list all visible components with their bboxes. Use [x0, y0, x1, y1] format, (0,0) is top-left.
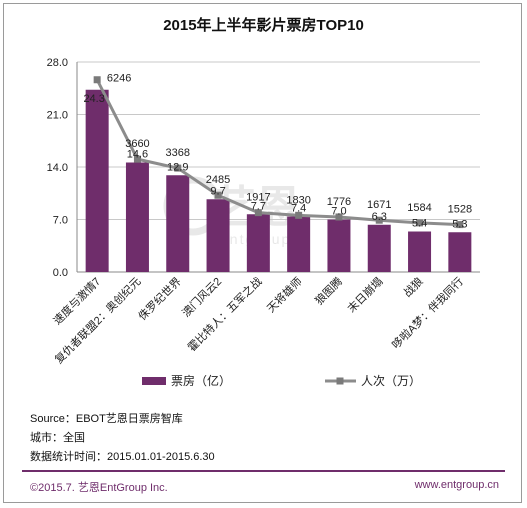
line-value-label: 1776: [327, 196, 351, 208]
series-line: [95, 79, 460, 227]
line-value-label: 1528: [448, 204, 472, 216]
line-point: [375, 216, 383, 224]
line-value-label: 1671: [367, 199, 391, 211]
bar-value-label: 5.3: [452, 218, 467, 230]
bar-value-label: 6.3: [372, 211, 387, 223]
line-value-label: 3368: [166, 147, 190, 159]
line-value-label: 1830: [286, 194, 310, 206]
period-note: 数据统计时间：2015.01.01-2015.6.30: [30, 451, 215, 463]
legend-swatch-bar: [142, 377, 166, 385]
chart-title: 2015年上半年影片票房TOP10: [163, 17, 364, 34]
line-point: [416, 219, 424, 227]
x-tick-label: 末日崩塌: [344, 274, 385, 315]
bar-value-label: 7.4: [291, 203, 306, 215]
bar: [448, 232, 472, 272]
x-tick-label: 天将雄师: [264, 274, 305, 315]
x-tick-label: 战狼: [400, 274, 425, 299]
bar-value-label: 7.0: [331, 206, 346, 218]
y-tick-label: 21.0: [47, 110, 68, 122]
bar: [246, 214, 270, 272]
bar-value-label: 7.7: [251, 200, 266, 212]
copyright-text: ©2015.7. 艺恩EntGroup Inc.: [30, 482, 168, 494]
bar-value-label: 14.6: [127, 149, 148, 161]
bar-value-label: 24.3: [83, 93, 104, 105]
x-tick-label: 哆啦A梦：伴我同行: [389, 274, 466, 351]
city-note: 城市：全国: [30, 432, 85, 444]
bar: [287, 216, 311, 272]
y-tick-label: 14.0: [47, 162, 68, 174]
line-point: [295, 211, 303, 219]
y-tick-label: 0.0: [53, 267, 68, 279]
line-value-label: 2485: [206, 174, 230, 186]
bar-value-label: 9.7: [210, 185, 225, 197]
line-point: [133, 155, 141, 163]
line-value-label: 1917: [246, 192, 270, 204]
line-point: [335, 213, 343, 221]
legend-label-line: 人次（万）: [361, 374, 421, 388]
x-tick-label: 霍比特人：五军之战: [185, 274, 265, 354]
line-point: [214, 191, 222, 199]
legend-label-bar: 票房（亿）: [171, 373, 231, 388]
footer-divider: [22, 470, 505, 472]
bar-value-label: 5.4: [412, 218, 427, 230]
bar: [125, 162, 149, 272]
x-tick-label: 澳门风云2: [179, 274, 224, 319]
bar: [206, 199, 230, 272]
bar-value-label: 12.9: [167, 161, 188, 173]
line-value-label: 6246: [107, 73, 131, 85]
bar: [367, 224, 391, 272]
website-link[interactable]: www.entgroup.cn: [414, 479, 499, 491]
bar: [166, 175, 190, 272]
y-tick-label: 28.0: [47, 57, 68, 69]
line-value-label: 3660: [125, 138, 149, 150]
line-value-label: 1584: [407, 202, 431, 214]
bar: [327, 219, 351, 272]
line-point: [254, 209, 262, 217]
bar: [408, 231, 432, 272]
source-note: Source：EBOT艺恩日票房智库: [30, 413, 183, 425]
x-tick-label: 侏罗纪世界: [136, 275, 184, 323]
line-point: [456, 221, 464, 229]
y-tick-label: 7.0: [53, 215, 68, 227]
x-tick-label: 狼图腾: [312, 274, 345, 307]
bar: [85, 89, 109, 272]
line-point: [93, 76, 101, 84]
legend-swatch-marker: [336, 377, 344, 385]
line-point: [174, 164, 182, 172]
